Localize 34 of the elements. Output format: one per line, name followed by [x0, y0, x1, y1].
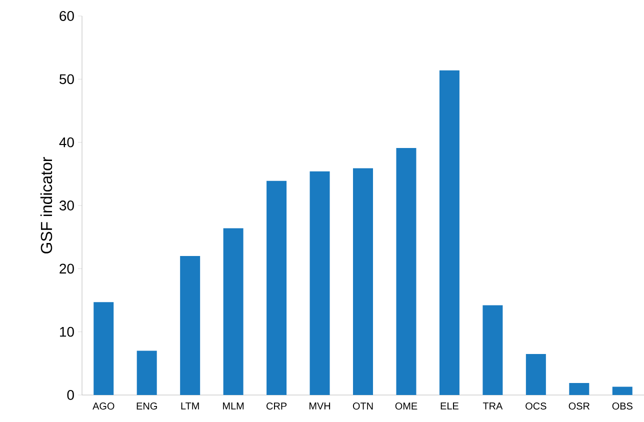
x-tick-label: ENG: [136, 402, 157, 410]
bar: [439, 70, 460, 395]
bar: [526, 354, 546, 395]
bar: [482, 305, 503, 395]
x-tick-label: AGO: [92, 402, 114, 410]
x-tick-label: MVH: [310, 402, 330, 410]
bar: [396, 148, 416, 395]
bar: [310, 171, 330, 395]
x-tick-label: LTM: [181, 402, 199, 410]
y-tick-label: 40: [59, 137, 74, 148]
x-tick-label: OBS: [612, 402, 632, 410]
x-tick-label: OCS: [526, 402, 546, 410]
bar: [569, 383, 590, 395]
x-tick-label: OTN: [352, 402, 373, 410]
x-tick-label: OSR: [568, 402, 590, 410]
bar: [353, 168, 374, 395]
y-tick-label: 50: [60, 74, 74, 84]
bar: [223, 228, 244, 395]
y-tick-label: 0: [67, 390, 74, 400]
x-tick-label: CRP: [266, 402, 287, 410]
y-tick-label: 60: [60, 11, 74, 21]
bar: [180, 256, 200, 395]
bar: [266, 180, 287, 395]
y-tick-label: 10: [60, 326, 74, 337]
y-tick-label: 30: [60, 200, 74, 210]
x-tick-label: ELE: [440, 402, 458, 410]
y-tick-label: 20: [60, 264, 74, 274]
x-tick-label: TRA: [482, 402, 503, 410]
bar: [136, 350, 157, 395]
bar: [612, 386, 632, 395]
x-tick-label: OME: [395, 402, 418, 410]
bar: [94, 302, 114, 395]
y-axis-title: GSF indicator: [40, 157, 52, 254]
x-tick-label: MLM: [223, 402, 244, 410]
